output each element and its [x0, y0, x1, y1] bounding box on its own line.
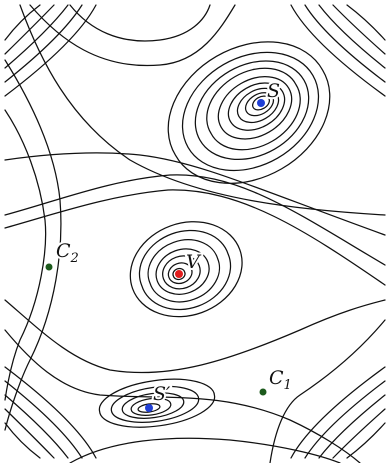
label-C1: C1 — [269, 367, 292, 393]
level-curve-s-prime-4 — [110, 385, 200, 423]
point-S — [257, 99, 265, 107]
flow-curve-8 — [29, 4, 236, 67]
corner-curve-top-right-2 — [332, 4, 386, 55]
label-C1-letter: C — [269, 367, 284, 389]
corner-curve-bottom-right-1 — [346, 422, 386, 459]
level-curve-s-3 — [236, 87, 280, 124]
flow-curve-12 — [4, 59, 62, 431]
corner-curve-top-right-3 — [318, 4, 386, 69]
flow-curve-2 — [4, 189, 386, 286]
flow-curve-7 — [69, 437, 341, 463]
flow-curve-9 — [69, 4, 211, 42]
point-C1 — [259, 388, 267, 396]
level-curve-v-4 — [155, 248, 210, 295]
corner-curve-top-left-4 — [4, 4, 83, 83]
level-curve-s-prime-2 — [130, 397, 172, 416]
level-curve-s-8 — [181, 51, 320, 172]
label-S: S — [267, 80, 280, 102]
corner-curve-top-left-3 — [4, 4, 69, 69]
level-curve-v-6 — [138, 229, 232, 311]
corner-curve-bottom-right-2 — [332, 408, 386, 459]
label-V: V — [186, 251, 202, 273]
point-C2 — [45, 263, 53, 271]
label-C2-subscript: 2 — [70, 251, 79, 266]
label-C2-letter: C — [56, 240, 71, 262]
label-S-prime: S′ — [153, 383, 171, 405]
corner-curve-bottom-left-4 — [4, 380, 83, 459]
level-curve-v-3 — [162, 255, 201, 290]
level-curve-s-prime-5 — [98, 378, 216, 428]
level-curve-s-2 — [244, 92, 275, 117]
flow-curve-3 — [4, 152, 386, 236]
label-C2: C2 — [56, 240, 79, 266]
level-curve-s-4 — [227, 82, 286, 131]
corner-curve-bottom-left-3 — [4, 394, 69, 459]
corner-curve-bottom-left-1 — [4, 422, 41, 459]
corner-curve-bottom-right-3 — [318, 394, 386, 459]
corner-curve-top-left-5 — [4, 4, 97, 97]
corner-curve-top-right-5 — [290, 4, 386, 97]
level-curve-v-2 — [167, 262, 193, 285]
flow-curve-10 — [269, 319, 386, 463]
level-curve-s-1 — [252, 95, 270, 111]
flow-curve-6 — [4, 329, 361, 463]
level-curves — [4, 4, 386, 463]
corner-curve-bottom-left-2 — [4, 408, 55, 459]
point-S-prime — [145, 404, 153, 412]
flow-curve-11 — [4, 109, 47, 401]
level-curve-v-5 — [147, 239, 221, 303]
corner-curve-bottom-right-5 — [290, 366, 386, 459]
level-curve-s-9 — [167, 41, 331, 184]
corner-curve-top-left-2 — [4, 4, 55, 55]
level-curve-s-5 — [217, 76, 293, 140]
corner-curve-bottom-right-4 — [304, 380, 386, 459]
corner-curve-bottom-left-5 — [4, 366, 97, 459]
corner-curve-top-left-1 — [4, 4, 41, 41]
corner-curve-top-right-1 — [346, 4, 386, 41]
level-curve-v-7 — [129, 221, 243, 318]
level-curve-s-7 — [194, 60, 310, 161]
flow-curve-1 — [4, 174, 386, 266]
flow-curve-5 — [4, 299, 386, 374]
level-curve-s-prime-3 — [121, 392, 185, 419]
level-curve-s-6 — [206, 67, 301, 151]
point-V — [175, 270, 183, 278]
flow-curve-4 — [19, 4, 386, 216]
label-C1-subscript: 1 — [284, 378, 292, 393]
level-curve-v-1 — [172, 267, 186, 281]
corner-curve-top-right-4 — [304, 4, 386, 83]
level-curve-s-prime-1 — [137, 403, 161, 413]
